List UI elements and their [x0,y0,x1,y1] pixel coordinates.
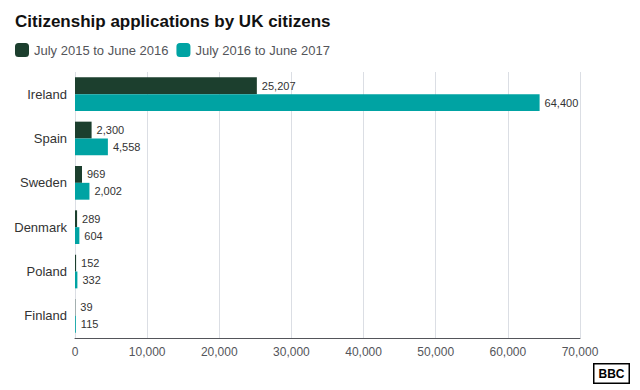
svg-text:Sweden: Sweden [20,175,67,190]
svg-text:39: 39 [80,301,92,313]
svg-text:0: 0 [72,345,79,359]
svg-text:Poland: Poland [27,264,67,279]
svg-text:70,000: 70,000 [562,345,599,359]
svg-text:20,000: 20,000 [201,345,238,359]
svg-text:25,207: 25,207 [262,80,296,92]
svg-text:July 2015 to June 2016: July 2015 to June 2016 [34,43,168,58]
svg-text:152: 152 [81,257,99,269]
svg-text:4,558: 4,558 [113,141,141,153]
svg-text:60,000: 60,000 [490,345,527,359]
svg-text:Citizenship applications by UK: Citizenship applications by UK citizens [15,12,331,31]
svg-text:Finland: Finland [24,308,67,323]
svg-text:Denmark: Denmark [14,220,67,235]
svg-text:Ireland: Ireland [27,87,67,102]
svg-text:Spain: Spain [34,131,67,146]
svg-text:2,300: 2,300 [97,124,125,136]
svg-text:332: 332 [82,274,100,286]
svg-text:30,000: 30,000 [273,345,310,359]
svg-text:BBC: BBC [599,367,625,381]
svg-text:969: 969 [87,168,105,180]
svg-text:604: 604 [84,230,102,242]
svg-text:10,000: 10,000 [129,345,166,359]
svg-text:64,400: 64,400 [545,97,579,109]
svg-text:289: 289 [82,213,100,225]
svg-text:2,002: 2,002 [94,185,122,197]
svg-text:40,000: 40,000 [345,345,382,359]
svg-text:50,000: 50,000 [417,345,454,359]
svg-text:July 2016 to June 2017: July 2016 to June 2017 [195,43,329,58]
svg-text:115: 115 [81,318,99,330]
